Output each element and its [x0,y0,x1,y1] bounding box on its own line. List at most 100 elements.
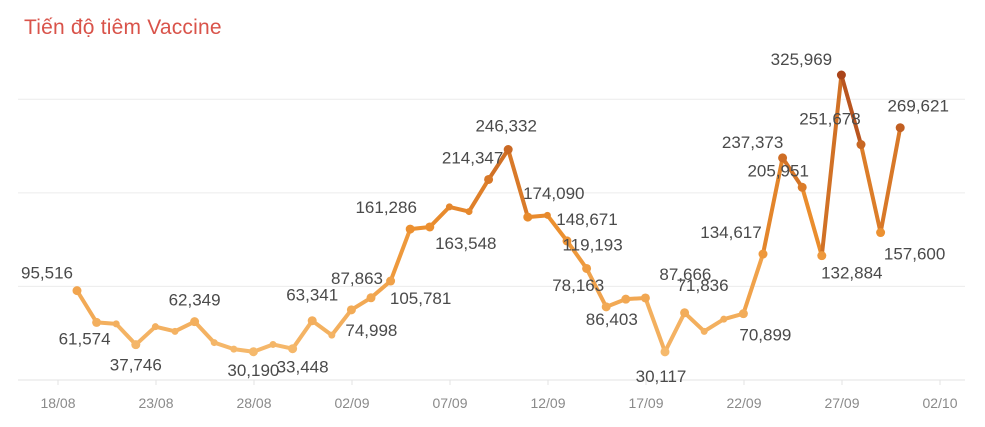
data-point [346,305,356,315]
data-point [523,212,533,222]
line-segment [800,185,824,258]
data-point [230,345,238,353]
line-segment [643,295,667,354]
data-label: 86,403 [586,310,638,329]
data-label: 87,666 [659,265,711,284]
data-point [425,222,435,232]
data-point [151,323,159,331]
line-segment [467,177,491,214]
data-point [720,315,728,323]
data-points [72,70,905,357]
line-segment [427,204,452,229]
data-point [895,123,905,133]
x-tick-label: 22/09 [726,395,761,411]
gridlines [18,98,965,287]
line-segment [486,147,511,182]
data-point [758,249,768,259]
line-segment [192,319,217,345]
data-point [836,70,846,80]
line-segment [780,155,805,190]
line-segment [878,125,903,235]
data-label: 62,349 [169,291,221,310]
data-point [112,320,120,328]
data-label: 134,617 [700,223,761,242]
data-point [582,263,592,273]
x-axis: 18/08 23/08 28/08 02/09 07/09 12/09 17/09 22/09… [18,379,965,411]
line-segment [388,227,413,284]
data-label: 205,951 [747,161,808,180]
x-tick-label: 28/08 [236,395,271,411]
data-label: 174,090 [523,184,584,203]
line-segment [545,213,569,243]
data-label: 325,969 [771,50,832,69]
data-point [856,140,866,150]
data-point [190,317,200,327]
data-point [660,347,670,357]
data-point [445,203,453,211]
line-segment [761,155,785,257]
x-tick-label: 12/09 [530,395,565,411]
data-label: 246,332 [475,117,536,136]
data-label: 119,193 [562,235,622,254]
data-point [269,340,277,348]
line-segment [584,266,609,309]
chart-title: Tiến độ tiêm Vaccine [24,16,222,39]
line-segment [839,73,863,147]
data-point [131,340,141,350]
data-point [738,309,748,319]
x-tick-label: 17/09 [628,395,663,411]
x-tick-label: 27/09 [824,395,859,411]
line-segment [859,142,883,235]
data-point [503,145,513,155]
line-segment [75,288,99,325]
data-label: 95,516 [21,264,73,283]
line-segment [565,238,589,271]
data-label: 61,574 [59,329,111,348]
data-label: 251,678 [799,110,860,129]
data-label: 30,117 [636,367,687,386]
data-point [72,286,82,296]
data-label: 71,836 [677,276,729,295]
data-point [328,331,336,339]
data-label: 30,190 [227,361,279,380]
data-point [210,339,218,347]
data-point [797,182,807,192]
x-tick-label: 02/09 [334,395,369,411]
x-tick-label: 07/09 [432,395,467,411]
data-label: 132,884 [821,264,882,283]
data-point [876,228,886,238]
line-segment [702,317,726,334]
data-label: 237,373 [722,133,783,152]
data-point [92,317,102,327]
data-point [640,293,650,303]
line-segment [114,321,138,347]
x-tick-label: 18/08 [40,395,75,411]
data-label: 214,347 [442,148,503,167]
data-point [778,153,788,163]
data-point [621,294,631,304]
data-point [465,208,473,216]
data-point [543,211,551,219]
data-label: 74,998 [345,321,397,340]
x-tick-label: 02/10 [922,395,957,411]
data-point [366,293,376,303]
data-point [484,174,494,184]
line-segment [329,307,354,338]
data-label: 105,781 [390,289,451,308]
data-label: 70,899 [739,326,791,345]
data-point [171,327,179,335]
data-label: 63,341 [286,286,338,305]
data-label: 78,163 [552,276,604,295]
line-segment [506,147,530,220]
data-label: 269,621 [887,97,948,116]
data-label: 148,671 [556,210,617,229]
data-point [700,327,708,335]
data-point [405,224,415,234]
data-point [307,316,317,326]
line-segment [741,252,765,316]
data-point [562,236,572,246]
line-segment [663,310,687,354]
data-label: 161,286 [355,198,416,217]
